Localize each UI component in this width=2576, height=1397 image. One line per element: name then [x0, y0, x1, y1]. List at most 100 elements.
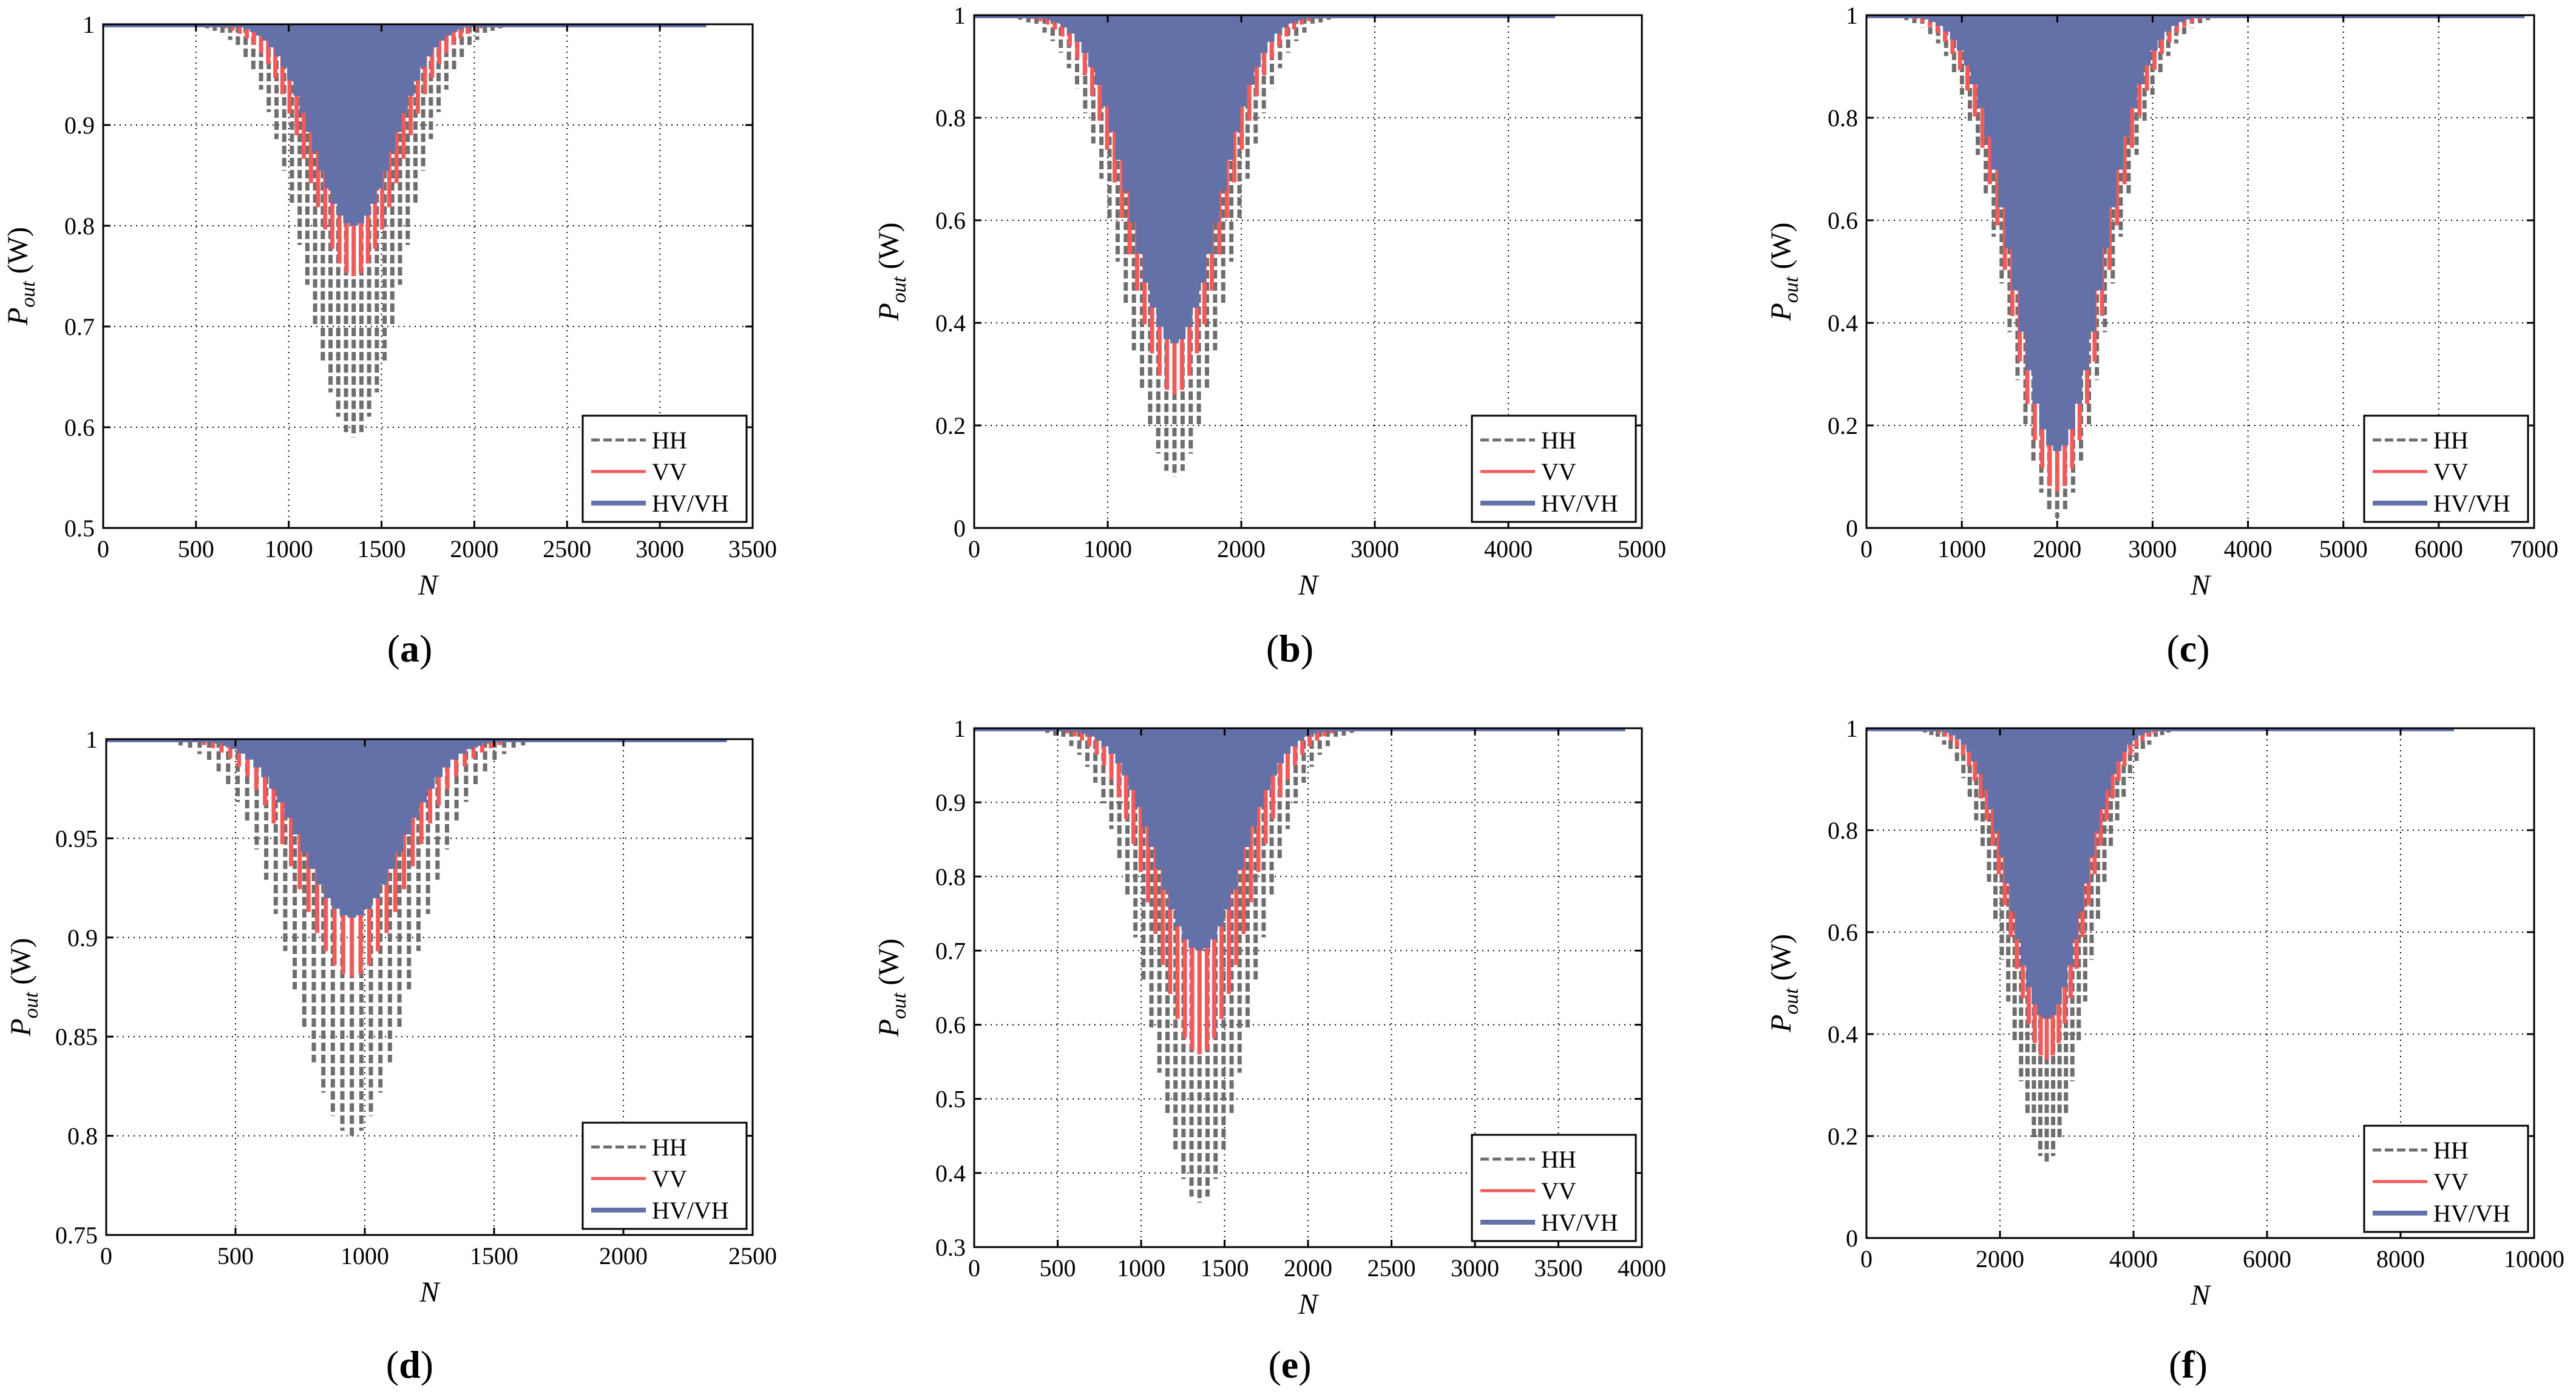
legend-label: HH [652, 1134, 687, 1161]
y-tick-label: 0.7 [935, 937, 966, 964]
x-axis-label: N [2190, 1279, 2212, 1311]
x-tick-label: 2000 [450, 535, 498, 563]
legend-label: VV [1541, 1177, 1576, 1205]
legend-label: HH [1541, 1146, 1576, 1173]
x-tick-label: 5000 [1618, 535, 1666, 563]
series-hv-vh [974, 728, 1625, 951]
y-axis-label: Pout (W) [5, 938, 42, 1037]
y-axis-label: Pout (W) [873, 938, 910, 1037]
axes-box [1865, 727, 2535, 1239]
legend: HH VV HV/VH [2363, 414, 2529, 523]
legend-label: HV/VH [2433, 490, 2510, 517]
series-hv-vh [1866, 15, 2525, 452]
series-hh [974, 15, 1555, 477]
y-tick-label: 0.6 [935, 207, 966, 234]
y-tick-label: 0.3 [935, 1234, 966, 1261]
series-hv-vh [1866, 728, 2454, 1019]
series-hh [974, 728, 1625, 1203]
y-tick-label: 0.8 [935, 104, 966, 132]
legend-label: HV/VH [1541, 490, 1618, 517]
x-tick-label: 2000 [1976, 1245, 2024, 1273]
chart-panel-3: 0 1000 2000 3000 4000 5000 6000 7000 0 0.2 0.4 0.6 0… [1765, 2, 2558, 670]
y-tick-label: 0 [1846, 1225, 1858, 1252]
y-tick-label: 0.4 [935, 310, 966, 337]
chart-panel-2: 0 1000 2000 3000 4000 5000 0 0.2 0.4 0.6 0.8 1 N Pout… [873, 2, 1666, 670]
legend-label: VV [1541, 458, 1576, 485]
x-tick-label: 500 [178, 535, 214, 563]
y-tick-label: 0.6 [64, 414, 95, 441]
y-tick-label: 0.95 [55, 825, 98, 852]
y-tick-label: 0.2 [1828, 412, 1858, 439]
y-tick-label: 0.8 [935, 863, 966, 890]
y-tick-label: 0.8 [64, 212, 95, 240]
legend: HH VV HV/VH [581, 1121, 748, 1230]
y-tick-label: 0.6 [1828, 207, 1858, 234]
series-vv [974, 728, 1625, 1055]
y-axis-label: Pout (W) [2, 227, 39, 326]
x-tick-label: 3000 [2128, 535, 2177, 563]
axes-box [102, 23, 754, 529]
x-tick-label: 500 [217, 1242, 254, 1270]
y-tick-label: 0.6 [935, 1012, 966, 1039]
x-tick-label: 0 [100, 1242, 112, 1270]
y-tick-label: 0.5 [64, 515, 95, 542]
series-fill [194, 739, 509, 837]
x-tick-label: 0 [1860, 535, 1873, 563]
x-tick-label: 0 [968, 1254, 980, 1282]
x-tick-label: 1000 [1937, 535, 1986, 563]
chart-panel-4: 0 500 1000 1500 2000 2500 0.75 0.8 0.85 0.9 0.95 1 N… [5, 726, 777, 1386]
legend-label: HV/VH [652, 490, 729, 517]
x-tick-label: 1500 [358, 535, 406, 563]
legend-label: HV/VH [2433, 1200, 2510, 1227]
x-tick-label: 3000 [636, 535, 684, 563]
y-tick-label: 0.4 [1828, 1021, 1858, 1048]
plot-area [103, 24, 707, 438]
x-tick-label: 1000 [341, 1242, 389, 1270]
series-hv-vh [974, 15, 1555, 343]
x-tick-label: 1500 [1201, 1254, 1249, 1282]
legend: HH VV HV/VH [2363, 1125, 2529, 1233]
y-tick-label: 0.9 [67, 924, 98, 952]
y-axis-label: Pout (W) [1765, 934, 1803, 1033]
legend-label: VV [2433, 1168, 2469, 1196]
x-tick-label: 3000 [1351, 535, 1399, 563]
y-tick-label: 0.8 [1828, 104, 1858, 132]
panel-label: (e) [1268, 1343, 1311, 1386]
panel-label: (f) [2169, 1343, 2208, 1386]
x-tick-label: 3500 [728, 535, 777, 563]
legend-label: VV [2433, 458, 2469, 485]
legend: HH VV HV/VH [1471, 1134, 1637, 1242]
y-tick-label: 0.75 [55, 1222, 98, 1249]
x-tick-label: 0 [968, 535, 980, 563]
legend: HH VV HV/VH [1471, 414, 1637, 523]
legend-label: HV/VH [652, 1197, 729, 1224]
panel-label: (c) [2166, 627, 2209, 670]
y-tick-label: 0 [954, 515, 966, 542]
legend-label: HV/VH [1541, 1209, 1618, 1236]
plot-area [974, 15, 1555, 477]
y-tick-label: 0.2 [935, 412, 966, 439]
x-tick-label: 5000 [2319, 535, 2368, 563]
y-tick-label: 1 [86, 726, 98, 753]
plot-area [106, 739, 727, 1136]
series-fill [1037, 15, 1312, 196]
legend-label: HH [1541, 427, 1576, 454]
axes-box [1865, 14, 2535, 529]
legend-label: VV [652, 1165, 687, 1192]
x-tick-label: 500 [1040, 1254, 1076, 1282]
x-tick-label: 1500 [470, 1242, 518, 1270]
y-axis-label: Pout (W) [873, 222, 910, 321]
x-tick-label: 1000 [265, 535, 313, 563]
panel-label: (d) [386, 1343, 433, 1386]
x-axis-label: N [419, 1276, 441, 1308]
series-vv [1866, 728, 2454, 1060]
x-tick-label: 0 [97, 535, 109, 563]
x-tick-label: 2500 [543, 535, 591, 563]
legend-label: HH [2433, 427, 2469, 454]
x-tick-label: 1000 [1117, 1254, 1165, 1282]
y-tick-label: 0.7 [64, 313, 95, 340]
plot-area [974, 728, 1625, 1203]
y-tick-label: 0.9 [64, 112, 95, 139]
